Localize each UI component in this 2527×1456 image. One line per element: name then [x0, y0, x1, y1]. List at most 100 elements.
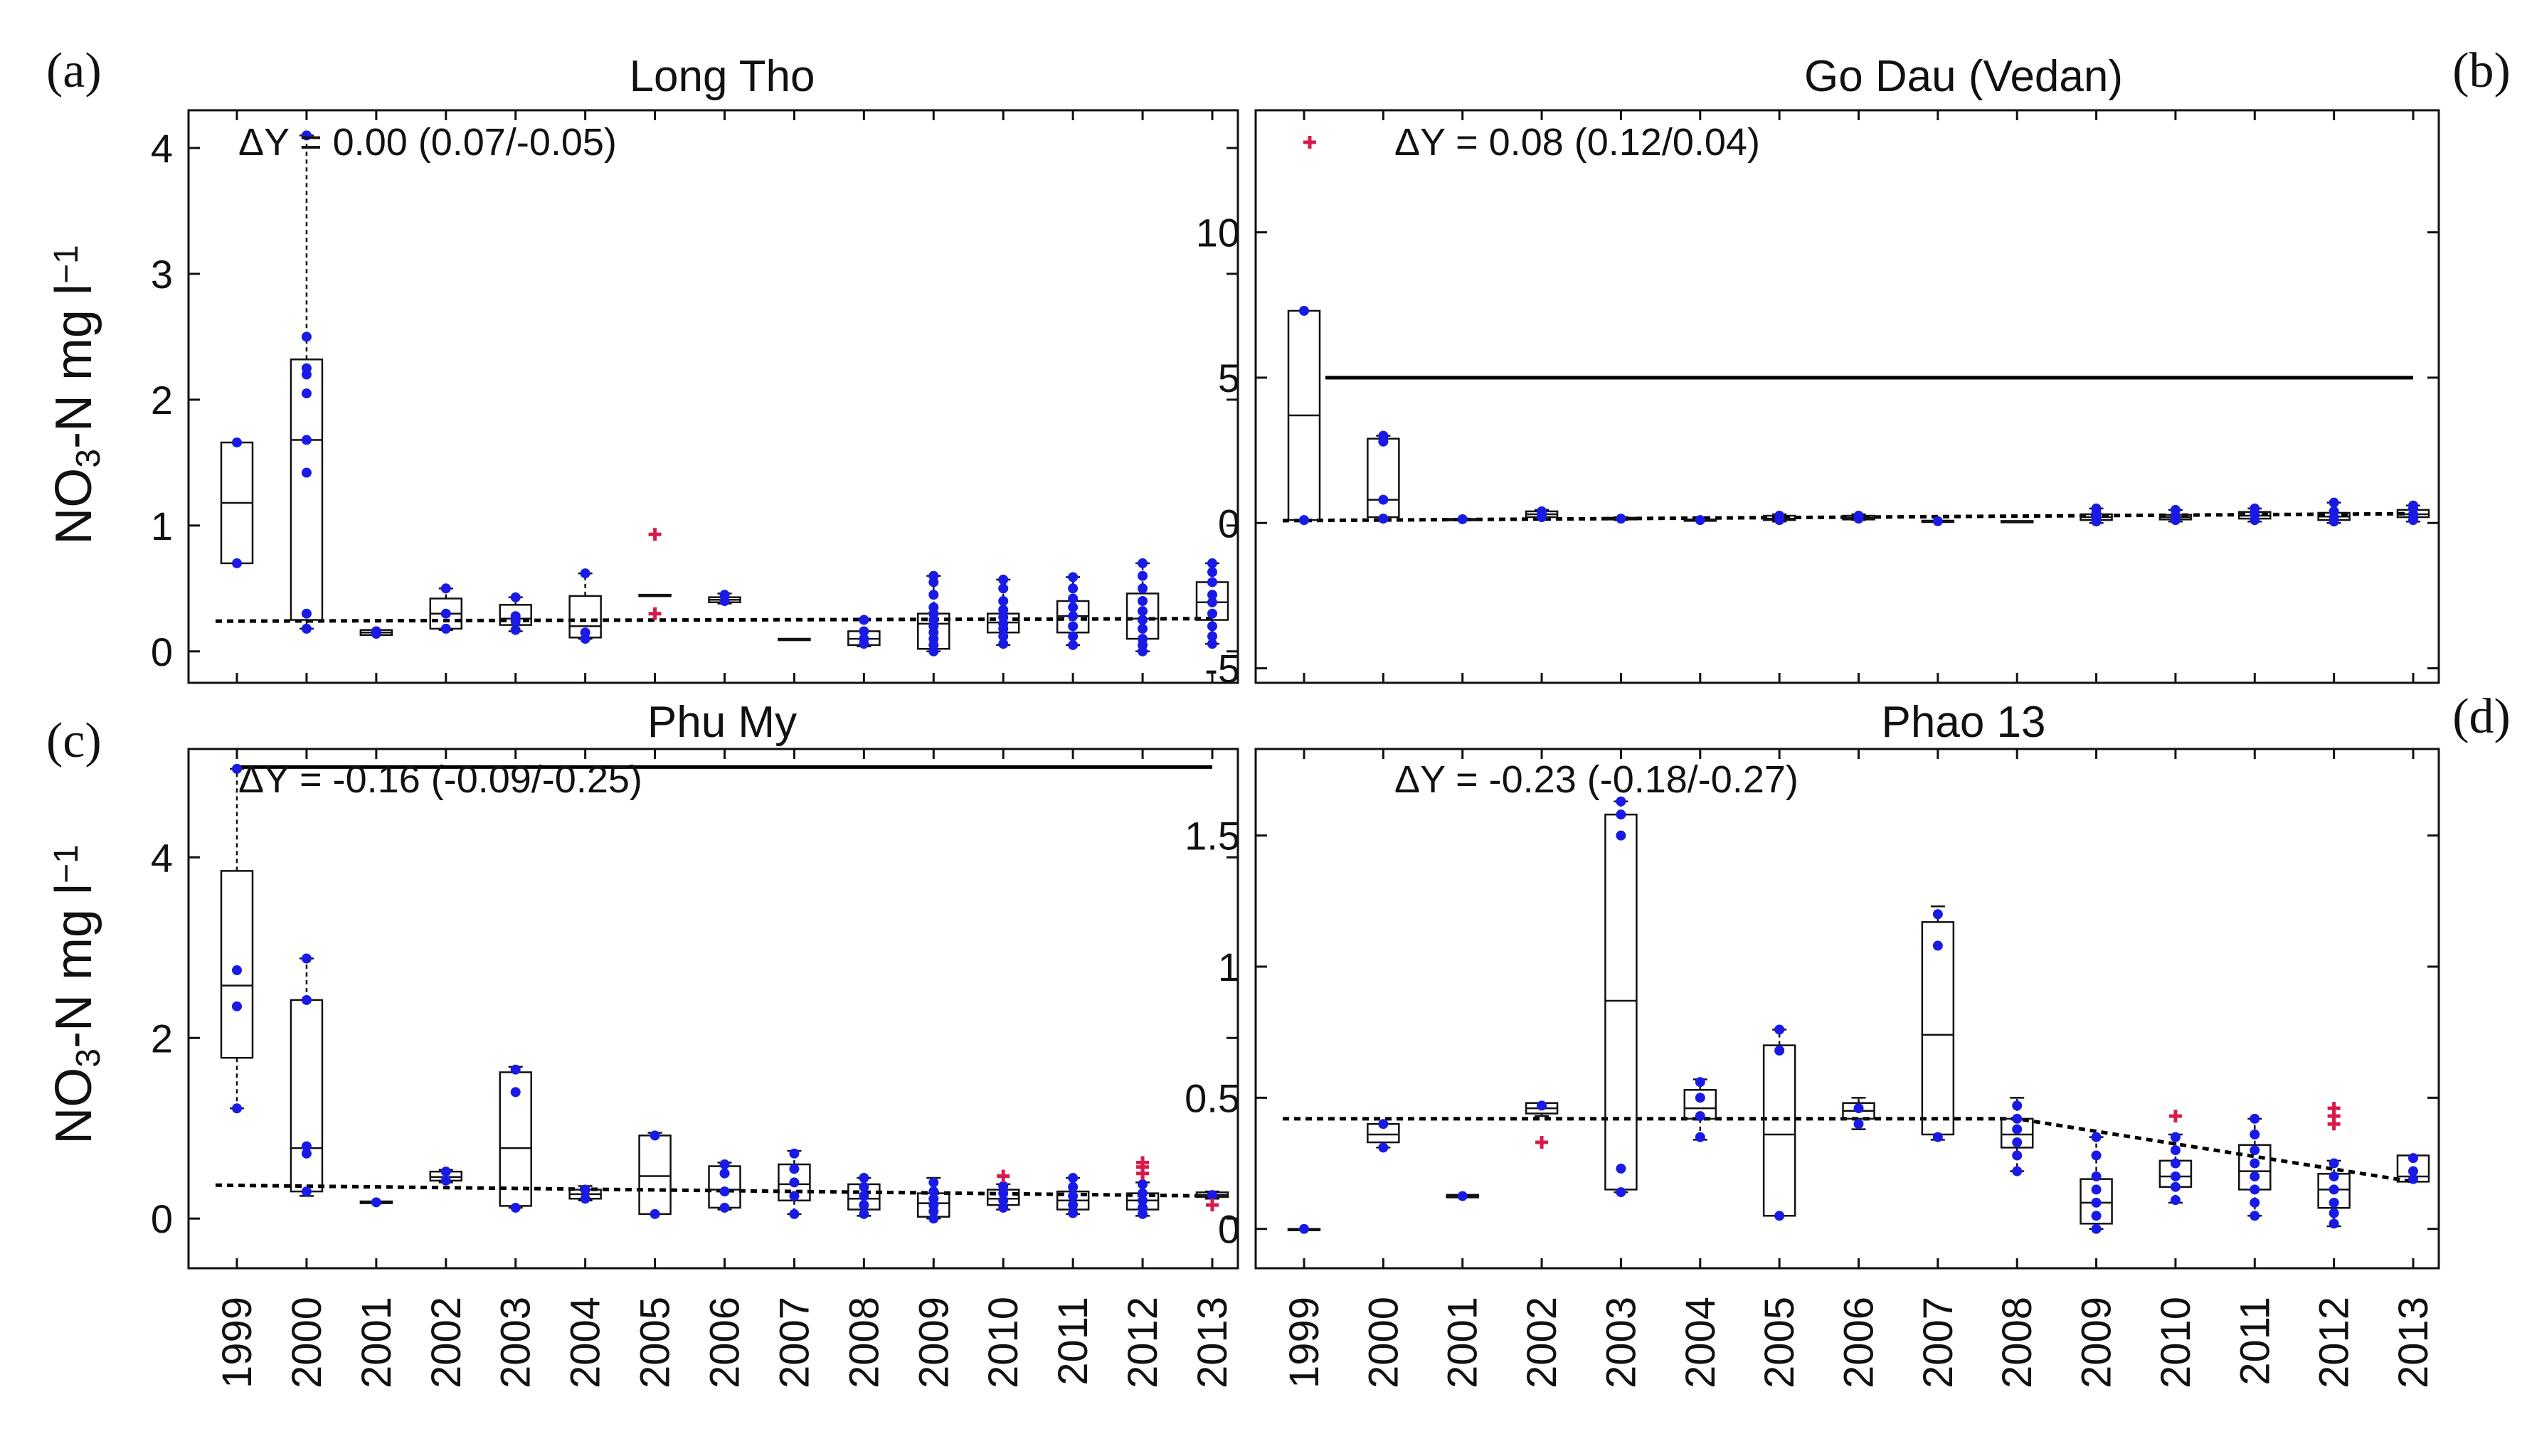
data-point	[859, 1173, 869, 1183]
data-point	[1138, 571, 1148, 581]
data-point	[2012, 1100, 2022, 1110]
data-point	[302, 609, 312, 619]
data-point	[998, 1181, 1008, 1191]
box-2012	[1127, 1156, 1158, 1218]
box-2008	[2001, 521, 2033, 522]
delta-annotation: ΔY = 0.00 (0.07/-0.05)	[238, 121, 617, 164]
data-point	[928, 1186, 938, 1196]
data-point	[2012, 1150, 2022, 1160]
data-point	[1299, 306, 1309, 316]
box-2000	[1367, 1119, 1399, 1152]
data-point	[581, 1185, 590, 1195]
box-body	[291, 359, 322, 620]
data-point	[2408, 1153, 2418, 1163]
data-point	[2329, 1171, 2339, 1181]
data-point	[2012, 1125, 2022, 1134]
data-point	[2329, 498, 2339, 508]
data-point	[2250, 1184, 2260, 1194]
panel-title: Phu My	[647, 698, 797, 747]
data-point	[1068, 572, 1078, 582]
x-tick-label: 1999	[1281, 1297, 1328, 1388]
x-tick-label: 2004	[563, 1297, 609, 1388]
data-point	[302, 1186, 312, 1196]
data-point	[2012, 1114, 2022, 1124]
data-point	[302, 954, 312, 964]
y-tick-label: 2	[151, 1016, 173, 1061]
y-tick-label: 0	[1218, 501, 1240, 546]
box-2007	[778, 639, 810, 640]
box-2000	[291, 954, 322, 1197]
data-point	[2092, 1211, 2102, 1221]
data-point	[1068, 621, 1078, 631]
data-point	[1616, 514, 1626, 524]
outlier-point	[649, 528, 662, 541]
box-1999	[1288, 1224, 1320, 1234]
box-2005	[640, 1130, 671, 1218]
x-tick-label: 2013	[1190, 1297, 1236, 1388]
box-2003	[1605, 797, 1636, 1197]
data-point	[1378, 1119, 1388, 1129]
box-2012	[2319, 498, 2350, 527]
outlier-point	[2169, 1110, 2182, 1122]
box-2001	[1447, 514, 1478, 524]
data-point	[789, 1191, 799, 1201]
data-point	[1207, 609, 1217, 619]
x-tick-label: 2005	[1757, 1297, 1803, 1388]
data-point	[441, 624, 451, 634]
box-2001	[361, 626, 392, 639]
box-body	[1922, 922, 1954, 1134]
data-point	[1138, 624, 1148, 634]
box-2008	[2001, 1098, 2033, 1176]
data-point	[1774, 1024, 1784, 1034]
box-2004	[570, 568, 601, 644]
plot-frame	[1256, 110, 2439, 683]
box-2004	[1685, 515, 1716, 525]
data-point	[2092, 1171, 2102, 1181]
x-tick-label: 2003	[1598, 1297, 1644, 1388]
x-tick-label: 2010	[980, 1297, 1027, 1388]
data-point	[302, 331, 312, 341]
data-point	[302, 1142, 312, 1152]
data-point	[859, 1182, 869, 1192]
data-point	[859, 1191, 869, 1201]
data-point	[232, 1001, 242, 1011]
y-axis-label: NO3-N mg l−1	[46, 844, 107, 1144]
box-2001	[361, 1197, 392, 1207]
data-point	[1695, 1132, 1705, 1142]
delta-annotation: ΔY = 0.08 (0.12/0.04)	[1394, 121, 1760, 164]
y-tick-label: 1	[151, 504, 173, 548]
data-point	[1378, 514, 1388, 524]
y-tick-label: 1.5	[1185, 814, 1240, 859]
x-tick-label: 2007	[1915, 1297, 1961, 1388]
data-point	[2092, 1150, 2102, 1160]
figure: Long Tho(a)01234NO3-N mg l−1ΔY = 0.00 (0…	[0, 0, 2527, 1456]
data-point	[1695, 1093, 1705, 1102]
data-point	[2171, 1171, 2181, 1181]
data-point	[1068, 583, 1078, 593]
y-tick-label: 10	[1196, 211, 1240, 255]
data-point	[2092, 1132, 2102, 1142]
outlier-point	[649, 607, 662, 620]
data-point	[1138, 634, 1148, 644]
x-tick-label: 2002	[423, 1297, 470, 1388]
data-point	[2012, 1137, 2022, 1147]
box-2005	[1764, 1024, 1795, 1221]
data-point	[720, 1159, 730, 1169]
data-point	[1068, 632, 1078, 642]
box-2002	[1526, 506, 1557, 522]
data-point	[720, 1203, 730, 1213]
data-point	[650, 1209, 660, 1219]
data-point	[2329, 1218, 2339, 1228]
data-point	[232, 965, 242, 975]
trend-line	[1283, 1119, 2413, 1181]
data-point	[511, 1087, 521, 1097]
data-point	[511, 1065, 521, 1075]
data-point	[928, 602, 938, 612]
box-1999	[1288, 306, 1320, 525]
panel-label: (a)	[46, 43, 102, 98]
data-point	[720, 1186, 730, 1196]
box-2012	[1127, 558, 1158, 657]
data-point	[789, 1177, 799, 1187]
data-point	[232, 437, 242, 447]
outlier-point	[1303, 136, 1316, 149]
